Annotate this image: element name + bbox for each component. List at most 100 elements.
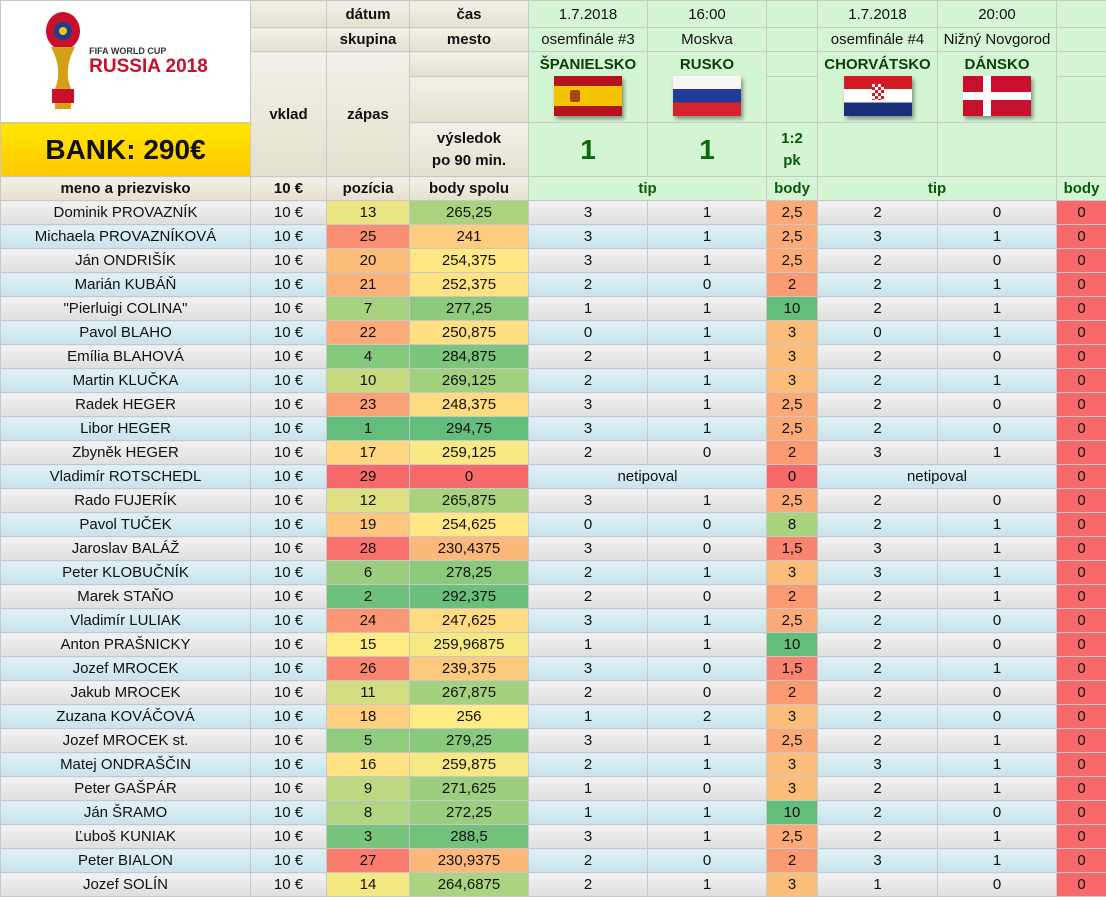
tip-away-2: 0: [938, 873, 1057, 897]
total-points: 277,25: [410, 297, 529, 321]
points-2: 0: [1057, 825, 1106, 849]
vysledok-label: výsledok: [410, 128, 528, 150]
player-name: Vladimír LULIAK: [1, 609, 251, 633]
points-2: 0: [1057, 417, 1106, 441]
match2-city: Nižný Novgorod: [938, 28, 1057, 52]
points-2: 0: [1057, 489, 1106, 513]
points-1: 2,5: [767, 609, 818, 633]
tip-away-2: 0: [938, 393, 1057, 417]
position: 16: [327, 753, 410, 777]
tip-home-2: 2: [818, 585, 938, 609]
points-1: 2: [767, 849, 818, 873]
points-2: 0: [1057, 393, 1106, 417]
tip-away-2: 0: [938, 345, 1057, 369]
position: 10: [327, 369, 410, 393]
player-name: Ľuboš KUNIAK: [1, 825, 251, 849]
tip-away-2: 1: [938, 321, 1057, 345]
stake: 10 €: [251, 873, 327, 897]
tip-away-1: 0: [648, 657, 767, 681]
tip-home-2: 3: [818, 225, 938, 249]
match2-body-header: body: [1057, 177, 1106, 201]
stake: 10 €: [251, 777, 327, 801]
position: 22: [327, 321, 410, 345]
zapas-label: zápas: [327, 52, 410, 177]
points-1: 2,5: [767, 729, 818, 753]
points-1: 3: [767, 369, 818, 393]
points-2: 0: [1057, 609, 1106, 633]
position: 27: [327, 849, 410, 873]
position: 6: [327, 561, 410, 585]
tip-home-2: 2: [818, 345, 938, 369]
total-points: 250,875: [410, 321, 529, 345]
position: 1: [327, 417, 410, 441]
tip-home-2: 2: [818, 489, 938, 513]
tip-away-2: 1: [938, 369, 1057, 393]
player-name: Radek HEGER: [1, 393, 251, 417]
tip-home-2: 2: [818, 681, 938, 705]
player-name: Peter GAŠPÁR: [1, 777, 251, 801]
stake: 10 €: [251, 801, 327, 825]
match1-penalty-score: 1:2: [767, 128, 817, 150]
meno-header: meno a priezvisko: [1, 177, 251, 201]
match2-time: 20:00: [938, 1, 1057, 28]
tip-home-2: 2: [818, 201, 938, 225]
player-name: Zuzana KOVÁČOVÁ: [1, 705, 251, 729]
points-1: 2,5: [767, 249, 818, 273]
tip-home-1: 0: [529, 513, 648, 537]
stake: 10 €: [251, 585, 327, 609]
player-name: Peter KLOBUČNÍK: [1, 561, 251, 585]
points-2: 0: [1057, 753, 1106, 777]
tip-home-2: 3: [818, 561, 938, 585]
points-2: 0: [1057, 681, 1106, 705]
points-2: 0: [1057, 249, 1106, 273]
position: 15: [327, 633, 410, 657]
player-name: Zbyněk HEGER: [1, 441, 251, 465]
points-1: 2,5: [767, 393, 818, 417]
points-1: 3: [767, 345, 818, 369]
player-name: "Pierluigi COLINA": [1, 297, 251, 321]
tip-away-1: 0: [648, 681, 767, 705]
points-1: 3: [767, 753, 818, 777]
tip-home-1: 3: [529, 489, 648, 513]
points-2: 0: [1057, 873, 1106, 897]
tip-home-2: 2: [818, 273, 938, 297]
tip-home-2: 2: [818, 609, 938, 633]
croatia-flag-icon: [844, 76, 912, 116]
no-tip: netipoval: [529, 465, 767, 489]
match1-home-team: ŠPANIELSKO: [529, 56, 647, 73]
cas-label: čas: [410, 1, 529, 28]
total-points: 254,375: [410, 249, 529, 273]
tip-away-2: 1: [938, 225, 1057, 249]
points-1: 10: [767, 297, 818, 321]
tip-away-2: 1: [938, 777, 1057, 801]
tip-away-1: 1: [648, 201, 767, 225]
stake: 10 €: [251, 705, 327, 729]
stake: 10 €: [251, 681, 327, 705]
tip-away-2: 0: [938, 417, 1057, 441]
tip-away-1: 1: [648, 633, 767, 657]
stake: 10 €: [251, 489, 327, 513]
tip-home-1: 2: [529, 873, 648, 897]
total-points: 259,125: [410, 441, 529, 465]
tip-away-1: 1: [648, 753, 767, 777]
match1-away-team: RUSKO: [648, 56, 766, 73]
position: 23: [327, 393, 410, 417]
player-name: Ján ŠRAMO: [1, 801, 251, 825]
tip-home-1: 3: [529, 657, 648, 681]
position: 20: [327, 249, 410, 273]
trophy-icon: [43, 9, 83, 114]
position: 9: [327, 777, 410, 801]
tip-home-2: 2: [818, 249, 938, 273]
tip-home-1: 0: [529, 321, 648, 345]
tip-away-1: 0: [648, 537, 767, 561]
tip-away-1: 0: [648, 441, 767, 465]
tip-home-2: 0: [818, 321, 938, 345]
match1-home-score: 1: [529, 123, 648, 177]
total-points: 265,25: [410, 201, 529, 225]
